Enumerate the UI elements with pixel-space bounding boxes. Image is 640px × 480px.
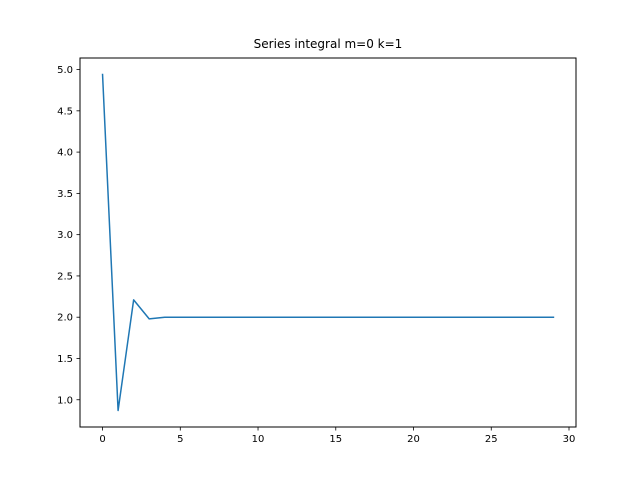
y-tick-label: 3.5: [57, 189, 73, 200]
x-tick-label: 25: [485, 434, 498, 445]
x-tick-label: 5: [177, 434, 183, 445]
y-tick-label: 2.0: [57, 313, 73, 324]
x-tick-label: 30: [563, 434, 576, 445]
series-line: [101, 73, 555, 412]
x-tick-label: 15: [329, 434, 342, 445]
y-tick-label: 1.5: [57, 354, 73, 365]
plot-area: [101, 73, 555, 412]
chart-title: Series integral m=0 k=1: [254, 37, 403, 51]
y-tick-label: 2.5: [57, 271, 73, 282]
y-tick-label: 1.0: [57, 395, 73, 406]
y-tick-label: 4.0: [57, 148, 73, 159]
x-tick-label: 0: [99, 434, 105, 445]
plot-frame: [79, 57, 577, 428]
x-tick-label: 10: [252, 434, 265, 445]
y-axis: 1.0 1.5 2.0 2.5 3.0 3.5 4.0 4.5 5.0: [57, 65, 80, 406]
y-tick-label: 4.5: [57, 106, 73, 117]
y-tick-label: 5.0: [57, 65, 73, 76]
y-tick-label: 3.0: [57, 230, 73, 241]
x-axis: 0 5 10 15 20 25 30: [99, 427, 575, 445]
x-tick-label: 20: [407, 434, 420, 445]
